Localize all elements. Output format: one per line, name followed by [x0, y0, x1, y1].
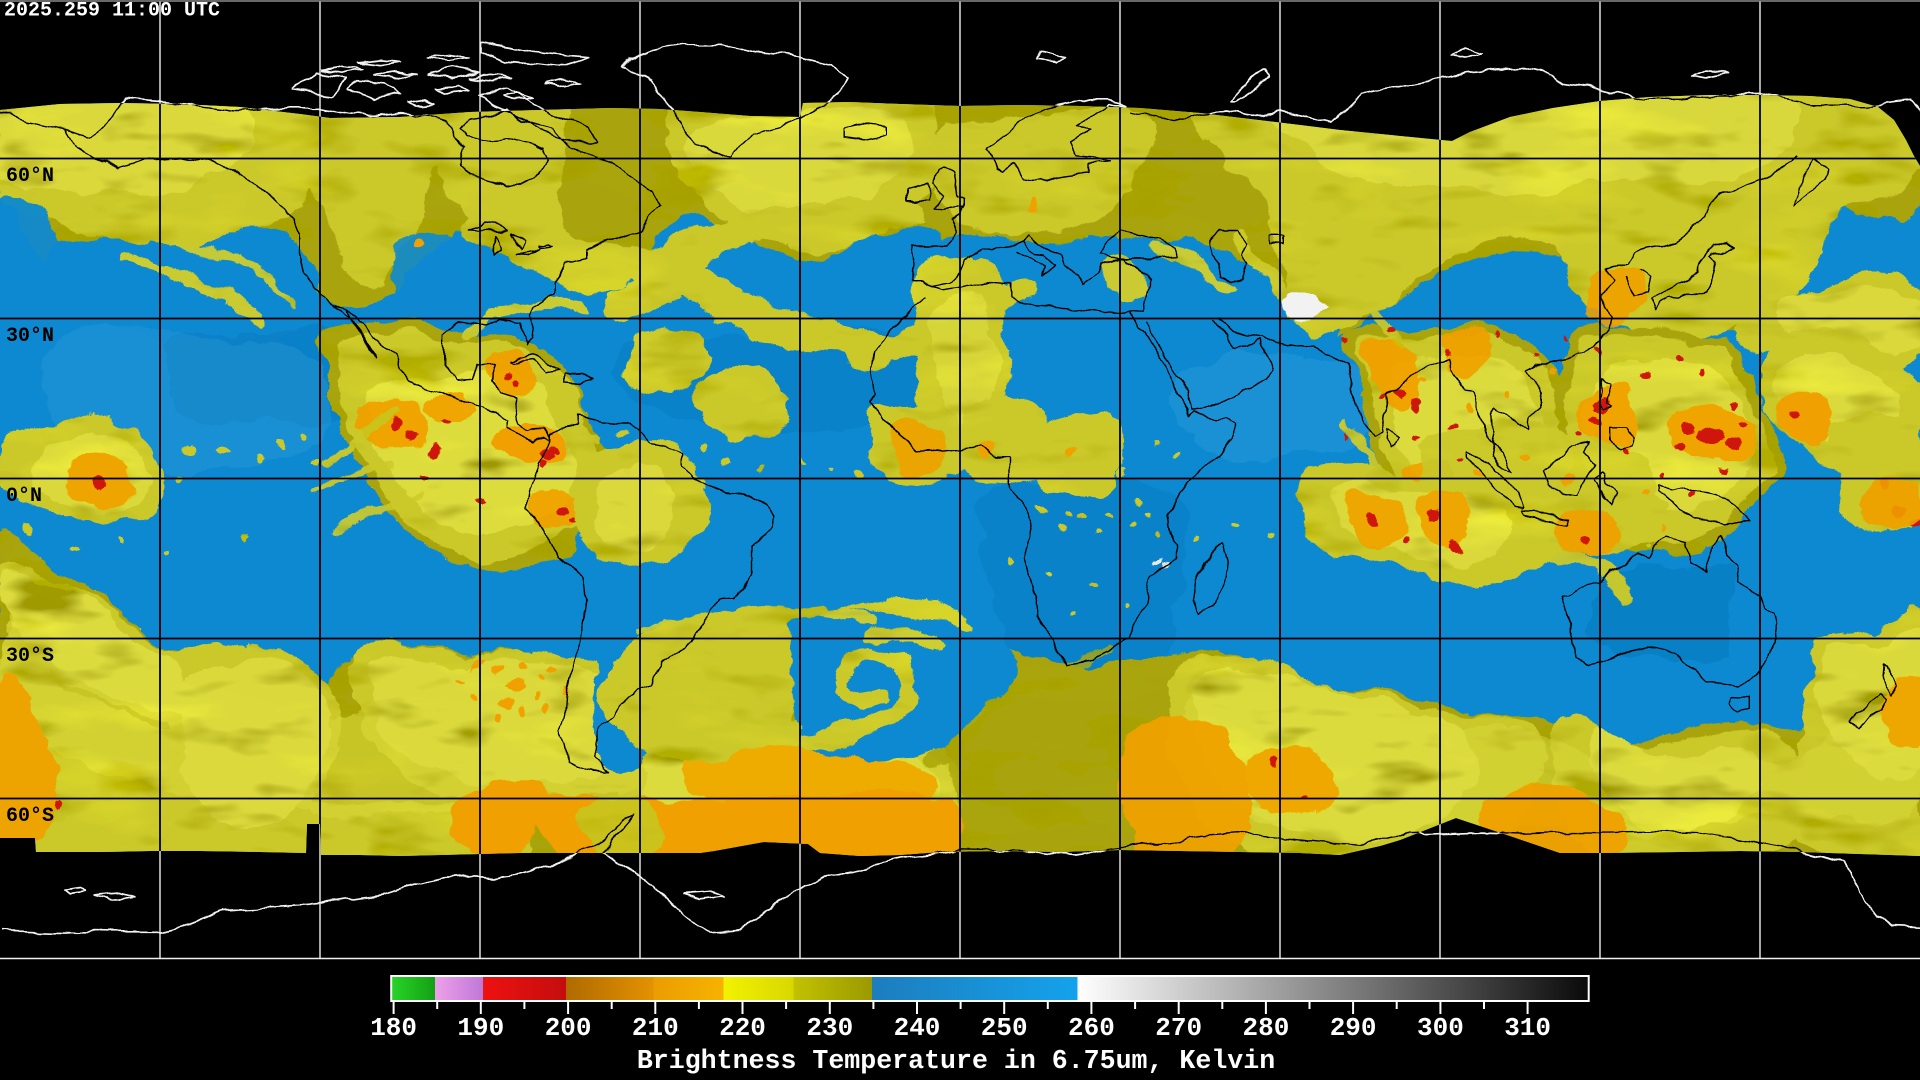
- svg-text:30°S: 30°S: [6, 645, 54, 668]
- svg-text:30°N: 30°N: [6, 325, 54, 348]
- svg-text:200: 200: [545, 1013, 592, 1043]
- svg-text:310: 310: [1504, 1013, 1551, 1043]
- svg-text:60°S: 60°S: [6, 805, 54, 828]
- svg-text:60°N: 60°N: [6, 165, 54, 188]
- svg-text:250: 250: [981, 1013, 1028, 1043]
- svg-text:300: 300: [1417, 1013, 1464, 1043]
- svg-text:290: 290: [1330, 1013, 1377, 1043]
- svg-text:190: 190: [457, 1013, 504, 1043]
- svg-text:Brightness Temperature in 6.75: Brightness Temperature in 6.75um, Kelvin: [637, 1046, 1275, 1076]
- svg-text:280: 280: [1242, 1013, 1289, 1043]
- svg-text:230: 230: [806, 1013, 853, 1043]
- svg-text:220: 220: [719, 1013, 766, 1043]
- svg-text:2025.259 11:00 UTC: 2025.259 11:00 UTC: [4, 0, 220, 23]
- svg-text:270: 270: [1155, 1013, 1202, 1043]
- svg-text:0°N: 0°N: [6, 485, 42, 508]
- svg-text:180: 180: [370, 1013, 417, 1043]
- svg-text:260: 260: [1068, 1013, 1115, 1043]
- svg-text:240: 240: [894, 1013, 941, 1043]
- svg-text:210: 210: [632, 1013, 679, 1043]
